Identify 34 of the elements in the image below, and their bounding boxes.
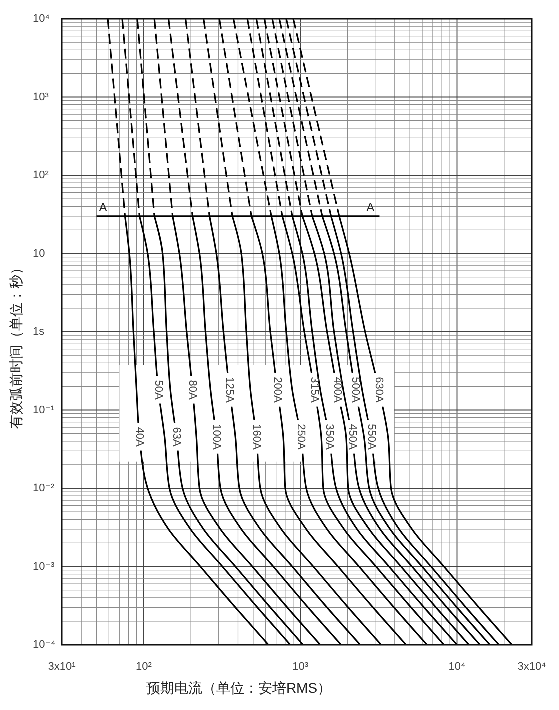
y-axis-title: 有效弧前时间（单位：秒）: [8, 261, 24, 429]
text: 250A: [295, 424, 308, 450]
x-tick-label: 10³: [292, 661, 309, 673]
x-tick-label: 10⁴: [448, 661, 466, 673]
y-tick-label: 1s: [33, 326, 46, 338]
text: 315A: [308, 377, 321, 404]
text: 550A: [365, 424, 378, 450]
text: 400A: [331, 377, 344, 404]
y-tick-label: 10⁴: [33, 13, 50, 25]
y-tick-label: 10³: [33, 91, 50, 104]
text: 100A: [210, 424, 223, 450]
text: 50A: [152, 380, 165, 400]
y-tick-label: 10⁻³: [33, 560, 56, 573]
text: 63A: [170, 427, 183, 448]
text: 200A: [272, 377, 284, 404]
y-tick-label: 10⁻⁴: [33, 639, 56, 651]
y-tick-label: 10⁻¹: [33, 404, 56, 416]
annotation: A: [366, 200, 375, 214]
y-tick-label: 10²: [33, 170, 50, 182]
text: 350A: [323, 424, 336, 450]
text: 125A: [224, 377, 236, 404]
text: 160A: [250, 424, 263, 450]
y-tick-label: 10: [33, 248, 46, 260]
text: 450A: [346, 424, 358, 450]
text: 40A: [134, 427, 146, 448]
text: 80A: [186, 380, 199, 400]
text: 500A: [349, 377, 362, 404]
x-axis-title: 预期电流（单位：安培RMS）: [146, 680, 332, 696]
x-tick-label: 10²: [136, 661, 152, 673]
y-tick-label: 10⁻²: [33, 482, 56, 494]
text: 630A: [373, 377, 386, 404]
x-tick-label: 3x10⁴: [518, 661, 547, 673]
annotation: A: [99, 200, 108, 214]
x-tick-label: 3x10¹: [48, 661, 76, 673]
